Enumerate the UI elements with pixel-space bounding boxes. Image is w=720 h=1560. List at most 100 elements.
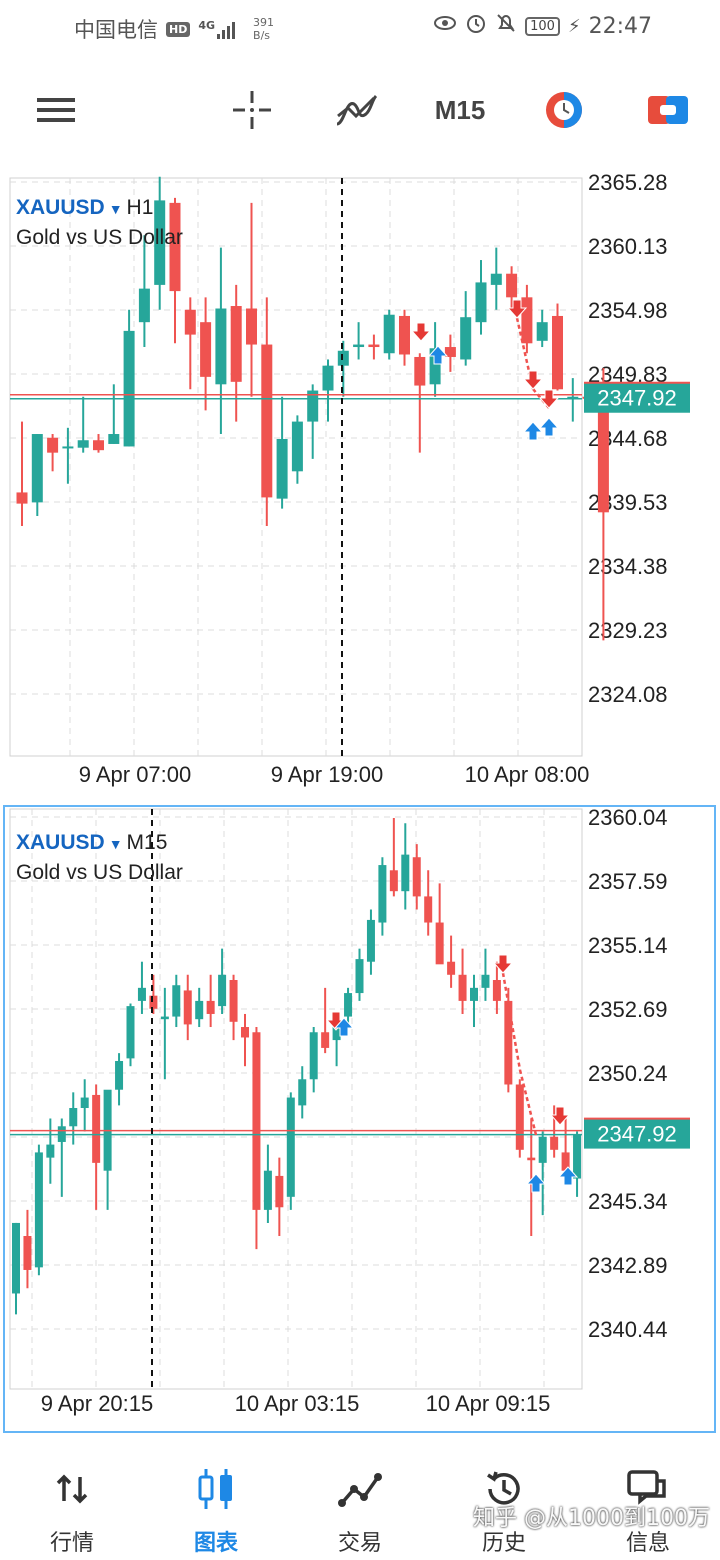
indicators-icon[interactable] — [330, 70, 382, 150]
candle-body — [550, 1136, 559, 1150]
candle-body — [169, 202, 181, 292]
status-bar: 中国电信 HD 4G 391 B/s 100 ⚡ 22:47 — [0, 0, 720, 56]
price-axis-label: 2329.23 — [588, 618, 668, 643]
nav-chart[interactable]: 图表 — [144, 1445, 288, 1560]
nav-quotes[interactable]: 行情 — [0, 1445, 144, 1560]
timeframe-label: M15 — [434, 94, 486, 125]
trade-connector-line — [515, 317, 535, 390]
candle-body — [515, 1084, 524, 1150]
candle-body — [195, 1000, 204, 1020]
candle-body — [172, 985, 181, 1017]
nav-label: 图表 — [193, 1531, 238, 1556]
sell-arrow-icon — [522, 370, 544, 390]
candle-body — [200, 322, 212, 377]
candle-body — [286, 1097, 295, 1197]
hamburger-icon[interactable] — [28, 70, 84, 150]
nav-label: 信息 — [625, 1531, 670, 1556]
price-axis-label: 2365.28 — [588, 170, 668, 195]
candle-body — [389, 870, 398, 892]
clock-time: 22:47 — [588, 13, 652, 39]
one-click-trading-icon[interactable] — [538, 70, 590, 150]
symbol-description: Gold vs US Dollar — [16, 861, 183, 884]
pane-title: XAUUSD ▼ H1 — [16, 196, 153, 220]
candle-body — [444, 347, 456, 357]
candle-body — [69, 1108, 78, 1127]
candle-body — [218, 974, 227, 1007]
symbol-label[interactable]: XAUUSD — [16, 196, 105, 219]
buy-arrow-icon — [538, 417, 560, 437]
sell-arrow-icon — [410, 322, 432, 342]
chart-canvas-h1[interactable]: 2365.282360.132354.982349.832344.682339.… — [0, 170, 720, 800]
price-axis-label: 2360.13 — [588, 234, 668, 259]
history-icon — [484, 1467, 524, 1511]
candle-body — [597, 397, 609, 513]
candle-body — [506, 273, 518, 298]
signal-icon: 4G — [198, 19, 236, 39]
price-axis-label: 2345.34 — [588, 1189, 668, 1214]
speed-unit: B/s — [253, 29, 271, 42]
candle-body — [31, 434, 43, 503]
charging-icon: ⚡ — [567, 15, 581, 37]
chart-canvas-m15[interactable]: 2360.04 2357.59 2355.14 2352.69 2350.24 2347.… — [0, 805, 720, 1435]
symbol-description: Gold vs US Dollar — [16, 226, 183, 249]
candle-body — [458, 974, 467, 1001]
symbol-dropdown-icon[interactable]: ▼ — [108, 836, 123, 852]
timeframe-label: M15 — [126, 831, 168, 854]
symbol-dropdown-icon[interactable]: ▼ — [108, 201, 123, 217]
price-axis-label: 2340.44 — [588, 1317, 668, 1342]
candle-body — [429, 348, 441, 385]
timeframe-label: H1 — [126, 196, 154, 219]
candle-body — [412, 857, 421, 897]
trade-connector-line — [501, 972, 522, 1071]
candle-body — [490, 273, 502, 285]
candle-body — [460, 317, 472, 360]
candle-body — [206, 1000, 215, 1014]
candle-body — [307, 390, 319, 422]
nav-history[interactable]: 历史 — [432, 1445, 576, 1560]
speed-value: 391 — [253, 16, 275, 29]
candle-body — [322, 365, 334, 391]
mute-icon — [495, 12, 517, 40]
candle-body — [332, 1021, 341, 1041]
buy-arrow-icon — [557, 1166, 579, 1186]
watermark-text: 知乎 @从1000到100万 — [473, 1506, 710, 1531]
candle-body — [552, 315, 563, 390]
network-type: 4G — [198, 19, 216, 32]
symbol-label[interactable]: XAUUSD — [16, 831, 105, 854]
active-pane-border — [3, 805, 716, 1433]
candle-body — [92, 1094, 101, 1163]
candle-body — [252, 1032, 261, 1210]
chart-icon — [196, 1467, 236, 1511]
nav-trade[interactable]: 交易 — [288, 1445, 432, 1560]
time-axis-label: 9 Apr 20:15 — [41, 1391, 154, 1416]
buy-arrow-icon — [333, 1017, 355, 1037]
candle-body — [401, 854, 410, 892]
chart-pane-m15[interactable]: 2360.04 2357.59 2355.14 2352.69 2350.24 2347.… — [0, 805, 720, 1435]
chart-toggle-icon[interactable] — [642, 70, 694, 150]
candle-body — [321, 1032, 330, 1048]
status-left: 中国电信 HD 4G 391 B/s — [74, 14, 274, 44]
candle-body — [527, 1157, 536, 1161]
price-axis-label: 2350.24 — [588, 1061, 668, 1086]
bottom-navigation: 行情 图表 交易 历史 信息 — [0, 1445, 720, 1560]
candle-body — [291, 421, 303, 472]
time-axis-label: 9 Apr 07:00 — [79, 762, 192, 787]
candle-body — [567, 396, 579, 399]
time-axis-label: 10 Apr 03:15 — [235, 1391, 360, 1416]
candle-body — [538, 1136, 547, 1163]
crosshair-icon[interactable] — [226, 70, 278, 150]
candle-body — [16, 492, 28, 504]
candle-body — [353, 344, 365, 348]
nav-messages[interactable]: 信息 — [576, 1445, 720, 1560]
price-axis-label: 2324.08 — [588, 682, 668, 707]
buy-arrow-icon — [525, 1173, 547, 1193]
candle-body — [424, 896, 433, 923]
timeframe-button[interactable]: M15 — [422, 70, 498, 150]
messages-icon — [626, 1467, 670, 1511]
price-axis-label: 2352.69 — [588, 997, 668, 1022]
chart-pane-h1[interactable]: 2365.28 2360.13 2354.98 2349.83 2344.68 2339.… — [0, 170, 720, 800]
status-right: 100 ⚡ 22:47 — [433, 12, 652, 40]
candle-body — [62, 446, 74, 449]
candle-body — [229, 980, 238, 1022]
battery-icon: 100 — [525, 16, 560, 36]
